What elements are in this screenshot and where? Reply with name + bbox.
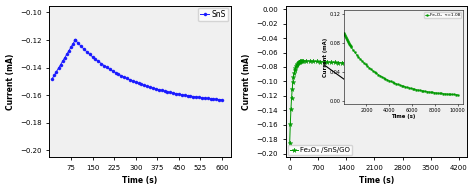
Legend: SnS: SnS [198, 8, 228, 21]
SnS [116, 73, 121, 75]
Fe₂O₃ /SnS/GO [449, 65, 455, 67]
Y-axis label: Current (mA): Current (mA) [242, 53, 251, 110]
Line: Fe₂O₃ /SnS/GO: Fe₂O₃ /SnS/GO [287, 58, 461, 145]
SnS [159, 89, 164, 91]
Y-axis label: Current (mA): Current (mA) [6, 53, 15, 110]
Fe₂O₃ /SnS/GO [296, 61, 302, 63]
SnS [73, 39, 78, 41]
Fe₂O₃ /SnS/GO [328, 61, 334, 63]
Legend: Fe₂O₃ /SnS/GO: Fe₂O₃ /SnS/GO [288, 145, 352, 155]
SnS [142, 84, 147, 87]
Line: SnS: SnS [51, 39, 224, 101]
Fe₂O₃ /SnS/GO [349, 62, 355, 64]
Fe₂O₃ /SnS/GO [299, 60, 305, 62]
SnS [130, 80, 136, 82]
X-axis label: Time (s): Time (s) [122, 176, 158, 185]
Fe₂O₃ /SnS/GO [428, 65, 433, 67]
SnS [156, 88, 162, 91]
Fe₂O₃ /SnS/GO [303, 60, 309, 62]
Fe₂O₃ /SnS/GO [287, 142, 292, 144]
X-axis label: Time (s): Time (s) [359, 176, 394, 185]
SnS [219, 99, 225, 101]
SnS [49, 78, 55, 80]
SnS [66, 49, 72, 52]
Fe₂O₃ /SnS/GO [456, 65, 462, 67]
